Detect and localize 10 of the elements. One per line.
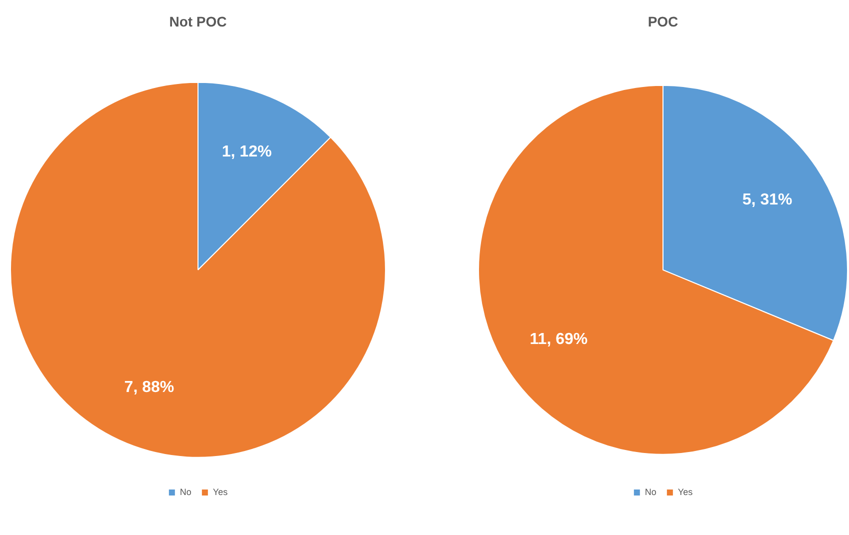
data-label: 11, 69% [530,331,588,348]
legend-label: Yes [678,486,694,497]
data-label: 1, 12% [222,144,272,161]
chart-title: Not POC [169,13,227,30]
data-label: 7, 88% [124,379,174,396]
legend-label: No [644,486,656,497]
data-label: 5, 31% [742,192,792,209]
chart-title: POC [648,13,678,30]
legend-label: Yes [212,486,228,497]
legend-label: No [180,486,192,497]
